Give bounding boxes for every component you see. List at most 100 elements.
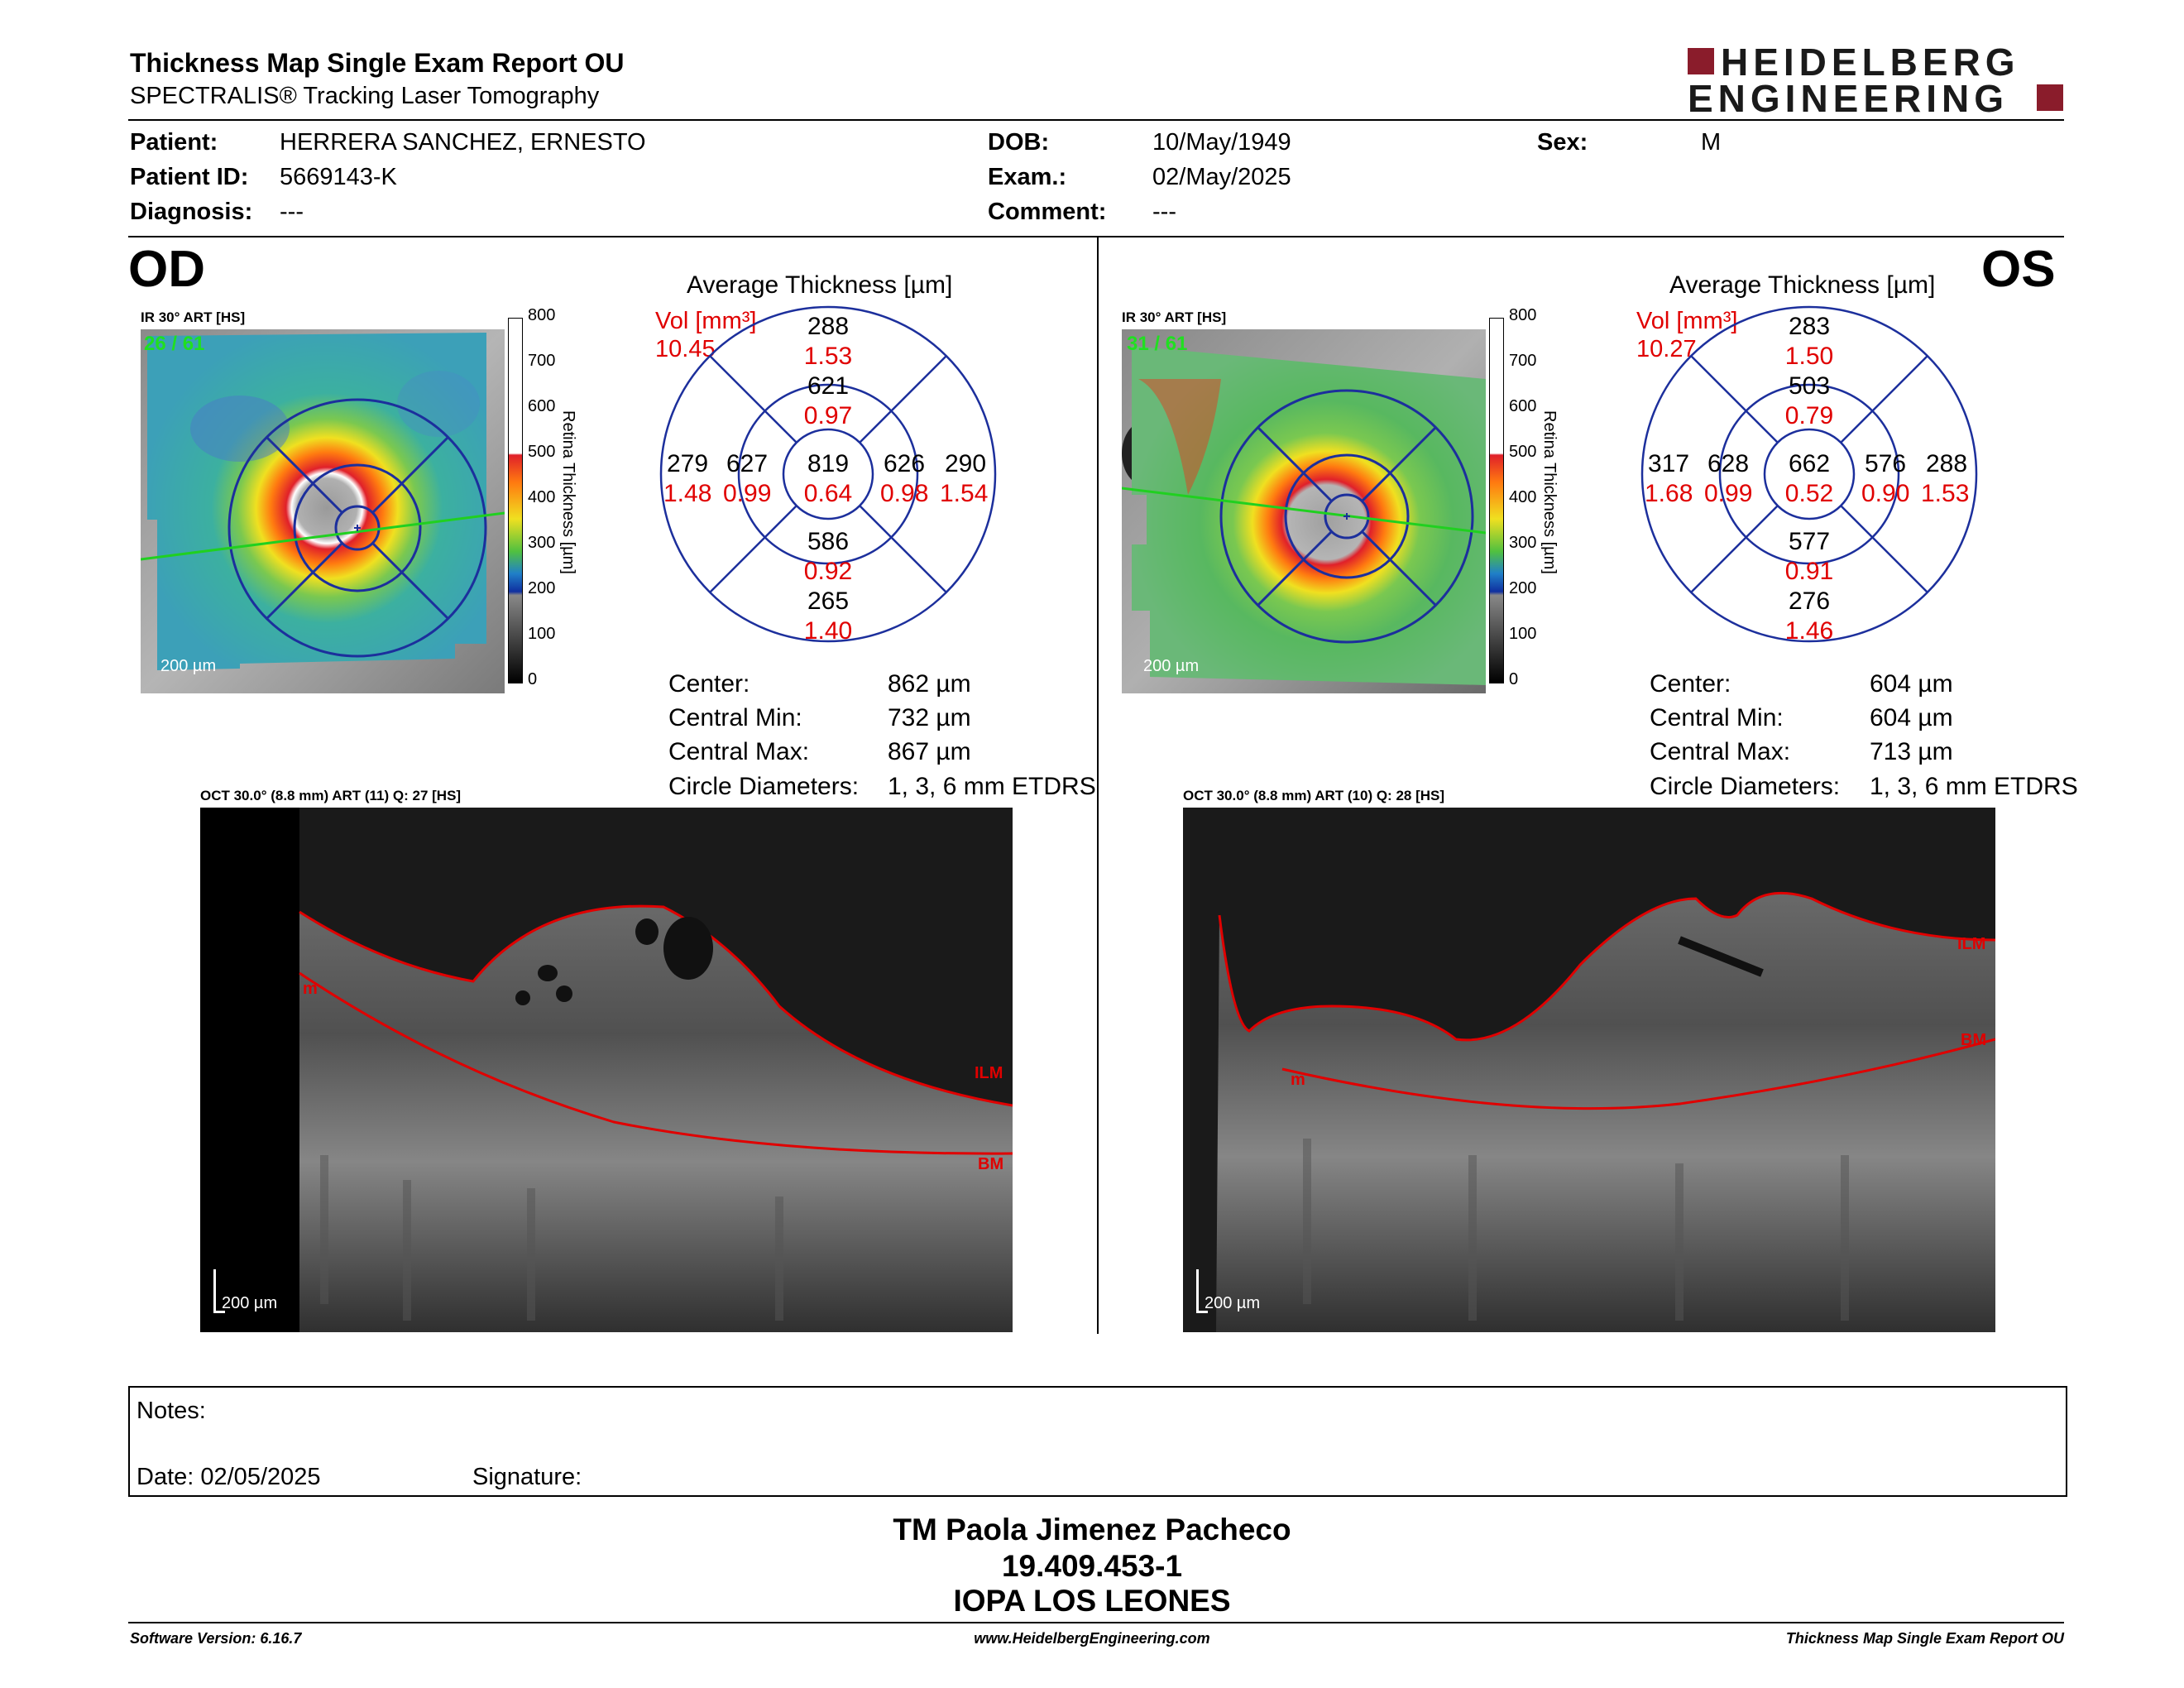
od-circ-value: 1, 3, 6 mm ETDRS [888, 773, 1096, 800]
os-frame-count: 31 / 61 [1127, 333, 1188, 355]
notes-box: Notes: Date: 02/05/2025 Signature: [128, 1386, 2067, 1497]
exam-label: Exam.: [988, 164, 1067, 190]
comment-value: --- [1152, 199, 1176, 225]
os-circ-label: Circle Diameters: [1650, 773, 1841, 800]
os-ir-scalebar: 200 µm [1143, 657, 1200, 675]
od-sup-outer-vol: 1.53 [803, 343, 853, 370]
od-frame-count: 26 / 61 [144, 333, 205, 355]
od-etdrs-title: Average Thickness [µm] [687, 271, 953, 299]
od-vol-value: 10.45 [655, 336, 716, 362]
od-center: 819 [807, 450, 850, 477]
os-oct-bscan: ILM BM m 200 µm [1183, 808, 1996, 1332]
od-circ-label: Circle Diameters: [668, 773, 860, 800]
os-inf-inner: 577 [1788, 528, 1831, 555]
od-center-label: Center: [668, 670, 750, 698]
os-center-vol: 0.52 [1784, 480, 1834, 507]
os-nas-inner: 576 [1865, 450, 1907, 477]
od-temp-inner: 627 [726, 450, 769, 477]
patient-id-value: 5669143-K [280, 164, 397, 190]
od-nas-inner: 626 [884, 450, 926, 477]
sex-value: M [1701, 129, 1722, 156]
os-vol-label: Vol [mm³] [1636, 308, 1738, 334]
od-scale-label: Retina Thickness [µm] [559, 410, 577, 574]
os-temp-outer-vol: 1.68 [1645, 480, 1693, 507]
os-thickness-map [1121, 329, 1487, 693]
os-sup-outer-vol: 1.50 [1784, 343, 1834, 370]
od-oct-bscan: ILM BM m 200 µm [200, 808, 1013, 1332]
od-min-label: Central Min: [668, 704, 802, 731]
od-inf-outer: 265 [807, 587, 850, 615]
od-inf-inner: 586 [807, 528, 850, 555]
os-label: OS [1981, 241, 2056, 298]
os-max-value: 713 µm [1870, 738, 1953, 765]
od-temp-inner-vol: 0.99 [723, 480, 772, 507]
os-temp-inner-vol: 0.99 [1704, 480, 1753, 507]
logo-line2: ENGINEERING [1688, 77, 2009, 120]
od-max-value: 867 µm [888, 738, 971, 765]
od-oct-label: OCT 30.0° (8.8 mm) ART (11) Q: 27 [HS] [200, 788, 462, 803]
comment-label: Comment: [988, 199, 1107, 225]
od-thickness-map [140, 329, 505, 693]
od-sup-outer: 288 [807, 313, 850, 340]
sex-label: Sex: [1537, 129, 1588, 156]
od-nas-outer-vol: 1.54 [940, 480, 989, 507]
os-color-scale [1489, 318, 1504, 683]
os-sup-outer: 283 [1788, 313, 1831, 340]
os-etdrs-title: Average Thickness [µm] [1669, 271, 1936, 299]
website-link[interactable]: www.HeidelbergEngineering.com [974, 1630, 1210, 1647]
os-scale-label: Retina Thickness [µm] [1540, 410, 1559, 574]
os-center: 662 [1788, 450, 1831, 477]
od-nas-outer: 290 [945, 450, 987, 477]
signer-id: 19.409.453-1 [1001, 1549, 1183, 1583]
signature-label: Signature: [472, 1464, 582, 1490]
od-bm-label: BM [978, 1155, 1004, 1173]
diagnosis-value: --- [280, 199, 304, 225]
os-etdrs-grid [1640, 305, 1978, 643]
os-nas-outer: 288 [1926, 450, 1968, 477]
os-vol-value: 10.27 [1636, 336, 1697, 362]
od-ilm-label: ILM [975, 1064, 1003, 1082]
od-oct-scalebar: 200 µm [222, 1294, 278, 1312]
od-vol-label: Vol [mm³] [655, 308, 757, 334]
patient-value: HERRERA SANCHEZ, ERNESTO [280, 129, 646, 156]
os-nas-inner-vol: 0.90 [1861, 480, 1910, 507]
os-inf-outer: 276 [1788, 587, 1831, 615]
diagnosis-label: Diagnosis: [130, 199, 253, 225]
od-center-value: 862 µm [888, 670, 971, 698]
signer-institution: IOPA LOS LEONES [953, 1584, 1231, 1618]
od-min-value: 732 µm [888, 704, 971, 731]
od-ir-scalebar: 200 µm [160, 657, 217, 675]
od-max-label: Central Max: [668, 738, 810, 765]
od-etdrs-values: 288 1.53 621 0.97 819 0.64 279 1.48 627 … [659, 305, 998, 645]
os-ilm-label: ILM [1957, 935, 1986, 953]
date-label: Date: 02/05/2025 [136, 1464, 321, 1490]
os-oct-label: OCT 30.0° (8.8 mm) ART (10) Q: 28 [HS] [1183, 788, 1445, 803]
os-center-value: 604 µm [1870, 670, 1953, 698]
report-subtitle: SPECTRALIS® Tracking Laser Tomography [130, 83, 600, 109]
od-sup-inner: 621 [807, 372, 850, 400]
heidelberg-logo: HEIDELBERG ENGINEERING [1688, 41, 2068, 120]
od-temp-outer-vol: 1.48 [663, 480, 712, 507]
os-inf-outer-vol: 1.46 [1784, 617, 1834, 645]
os-sup-inner-vol: 0.79 [1784, 402, 1834, 429]
os-m-label: m [1291, 1071, 1305, 1089]
os-sup-inner: 503 [1788, 372, 1831, 400]
os-ir-label: IR 30° ART [HS] [1122, 309, 1227, 325]
od-center-vol: 0.64 [803, 480, 853, 507]
od-nas-inner-vol: 0.98 [880, 480, 929, 507]
od-sup-inner-vol: 0.97 [803, 402, 853, 429]
dob-value: 10/May/1949 [1152, 129, 1291, 156]
os-bm-label: BM [1961, 1031, 1987, 1049]
os-circ-value: 1, 3, 6 mm ETDRS [1870, 773, 2078, 800]
os-max-label: Central Max: [1650, 738, 1791, 765]
od-label: OD [128, 241, 205, 298]
od-inf-outer-vol: 1.40 [803, 617, 853, 645]
os-temp-inner: 628 [1707, 450, 1750, 477]
software-version: Software Version: 6.16.7 [130, 1630, 302, 1647]
notes-label: Notes: [136, 1398, 206, 1424]
patient-id-label: Patient ID: [130, 164, 249, 190]
od-ir-label: IR 30° ART [HS] [141, 309, 246, 325]
os-etdrs-values: 283 1.50 503 0.79 662 0.52 317 1.68 628 … [1640, 305, 1979, 645]
dob-label: DOB: [988, 129, 1050, 156]
os-scale-ticks: 800 700 600 500 400 300 200 100 0 [1509, 306, 1537, 688]
